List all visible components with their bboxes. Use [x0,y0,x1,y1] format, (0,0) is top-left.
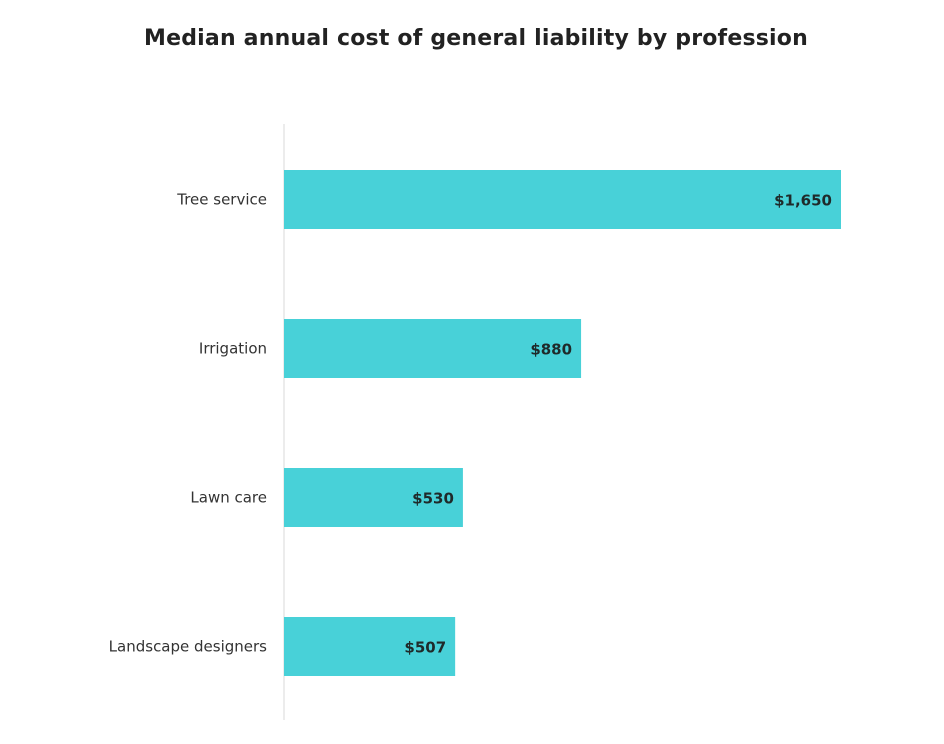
category-label: Tree service [176,191,267,209]
data-label: $530 [412,490,454,508]
data-label: $507 [404,639,446,657]
chart-title: Median annual cost of general liability … [144,26,808,51]
data-label: $880 [530,341,572,359]
category-label: Landscape designers [109,638,268,656]
bar-3 [284,617,456,676]
bar-0 [284,170,841,229]
category-label: Lawn care [190,489,267,507]
category-label: Irrigation [199,340,267,358]
bar-1 [284,319,582,378]
bar-2 [284,468,463,527]
data-label: $1,650 [774,192,832,210]
